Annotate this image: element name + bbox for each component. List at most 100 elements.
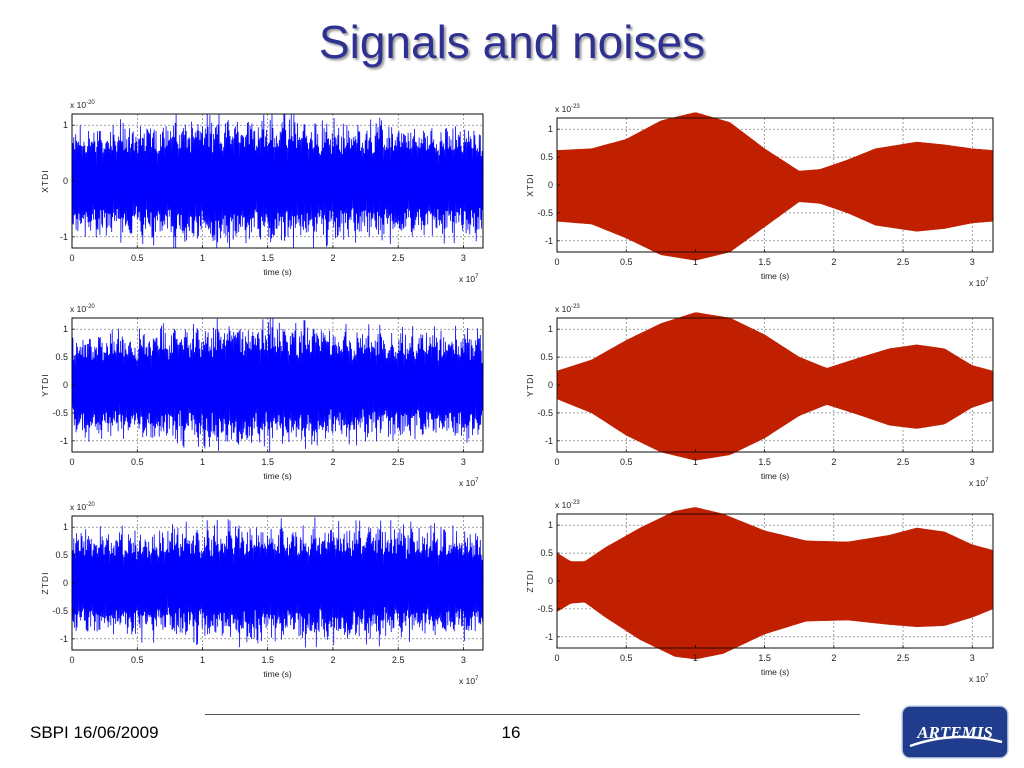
x-tick-label: 1.5	[261, 253, 274, 263]
x-tick-label: 3	[461, 457, 466, 467]
y-exponent-label: x 10-20	[70, 304, 95, 314]
x-tick-label: 0	[554, 457, 559, 467]
chart-ztdi-noise: 0 0.5 1 1.5 2 2.5 3 1 0.5 0 -0.5 -1 x 10-20 x 107 time…	[20, 490, 495, 698]
x-tick-label: 3	[461, 253, 466, 263]
footer-divider	[205, 714, 860, 715]
x-axis-label: time (s)	[263, 471, 292, 481]
x-tick-label: 2.5	[392, 253, 405, 263]
y-tick-label: 1	[63, 324, 68, 334]
chart-ytdi-signal: 0 0.5 1 1.5 2 2.5 3 1 0.5 0 -0.5 -1 x 10-23 x 107 time…	[505, 292, 1005, 500]
y-axis-label: ZTDI	[40, 572, 50, 595]
x-exponent-label: x 107	[969, 674, 989, 684]
y-tick-label: 0.5	[540, 152, 553, 162]
x-tick-label: 1	[693, 257, 698, 267]
chart-svg: 0 0.5 1 1.5 2 2.5 3 1 0.5 0 -0.5 -1 x 10-20 x 107 time…	[40, 502, 484, 686]
x-tick-label: 1.5	[758, 257, 771, 267]
series	[71, 517, 484, 648]
x-axis-label: time (s)	[761, 667, 790, 677]
y-exponent-label: x 10-23	[555, 104, 580, 114]
x-tick-label: 2	[831, 257, 836, 267]
x-tick-label: 1.5	[261, 655, 274, 665]
x-exponent-label: x 107	[459, 676, 479, 686]
y-tick-label: 0.5	[55, 352, 68, 362]
series	[71, 113, 484, 249]
x-tick-label: 0.5	[131, 457, 144, 467]
x-tick-label: 1	[693, 653, 698, 663]
x-axis-label: time (s)	[761, 471, 790, 481]
x-tick-label: 2	[330, 655, 335, 665]
footer-date: SBPI 16/06/2009	[30, 723, 159, 742]
logo-swoosh	[909, 735, 1003, 748]
y-tick-label: 0.5	[540, 548, 553, 558]
y-tick-label: -1	[545, 632, 553, 642]
y-tick-label: 1	[548, 520, 553, 530]
noise-trace	[71, 517, 484, 648]
x-axis-label: time (s)	[263, 669, 292, 679]
x-axis-label: time (s)	[761, 271, 790, 281]
y-tick-label: 1	[63, 522, 68, 532]
chart-svg: 0 0.5 1 1.5 2 2.5 3 1 0.5 0 -0.5 -1 x 10-20 x 107 time…	[40, 304, 484, 488]
x-axis-label: time (s)	[263, 267, 292, 277]
chart-ztdi-signal: 0 0.5 1 1.5 2 2.5 3 1 0.5 0 -0.5 -1 x 10-23 x 107 time…	[505, 488, 1005, 696]
y-tick-label: 1	[548, 124, 553, 134]
y-axis-label: XTDI	[40, 169, 50, 192]
y-tick-label: -1	[60, 436, 68, 446]
x-tick-label: 2	[330, 253, 335, 263]
x-tick-label: 3	[970, 257, 975, 267]
x-tick-label: 0.5	[131, 253, 144, 263]
y-tick-label: -1	[545, 236, 553, 246]
y-axis-label: YTDI	[525, 373, 535, 396]
x-tick-label: 0.5	[620, 257, 633, 267]
y-exponent-label: x 10-23	[555, 500, 580, 510]
y-tick-label: -0.5	[52, 408, 68, 418]
x-tick-label: 1	[200, 655, 205, 665]
artemis-logo: ARTEMIS	[900, 702, 1010, 762]
x-tick-label: 0	[554, 653, 559, 663]
x-exponent-label: x 107	[969, 478, 989, 488]
y-tick-label: 0	[63, 176, 68, 186]
noise-trace	[71, 317, 484, 452]
x-tick-label: 1.5	[758, 457, 771, 467]
x-tick-label: 1	[200, 253, 205, 263]
x-tick-label: 3	[461, 655, 466, 665]
chart-svg: 0 0.5 1 1.5 2 2.5 3 1 0 -1 x 10-20 x 107 time (s) XTD…	[40, 100, 484, 284]
slide-title: Signals and noises	[318, 16, 706, 68]
x-tick-label: 0	[69, 253, 74, 263]
x-tick-label: 2.5	[897, 457, 910, 467]
y-tick-label: -0.5	[537, 208, 553, 218]
x-tick-label: 2.5	[392, 655, 405, 665]
y-exponent-label: x 10-23	[555, 304, 580, 314]
x-tick-label: 3	[970, 653, 975, 663]
noise-trace	[71, 113, 484, 249]
x-exponent-label: x 107	[969, 278, 989, 288]
x-tick-label: 1.5	[261, 457, 274, 467]
chart-xtdi-noise: 0 0.5 1 1.5 2 2.5 3 1 0 -1 x 10-20 x 107 time (s) XTD…	[20, 88, 495, 296]
chart-ytdi-noise: 0 0.5 1 1.5 2 2.5 3 1 0.5 0 -0.5 -1 x 10-20 x 107 time…	[20, 292, 495, 500]
y-axis-label: YTDI	[40, 373, 50, 396]
x-tick-label: 0	[69, 457, 74, 467]
series	[71, 317, 484, 452]
x-tick-label: 1	[200, 457, 205, 467]
x-exponent-label: x 107	[459, 274, 479, 284]
chart-svg: 0 0.5 1 1.5 2 2.5 3 1 0.5 0 -0.5 -1 x 10-23 x 107 time…	[525, 304, 994, 488]
x-tick-label: 0	[69, 655, 74, 665]
y-tick-label: 0	[548, 576, 553, 586]
y-tick-label: 0	[63, 578, 68, 588]
chart-svg: 0 0.5 1 1.5 2 2.5 3 1 0.5 0 -0.5 -1 x 10-23 x 107 time…	[525, 104, 994, 288]
page-number: 16	[501, 723, 521, 742]
y-tick-label: 0.5	[540, 352, 553, 362]
y-tick-label: 0	[63, 380, 68, 390]
x-tick-label: 0.5	[131, 655, 144, 665]
y-axis-label: ZTDI	[525, 570, 535, 593]
y-tick-label: -0.5	[537, 604, 553, 614]
y-tick-label: 0	[548, 380, 553, 390]
x-tick-label: 2.5	[897, 653, 910, 663]
x-tick-label: 0	[554, 257, 559, 267]
y-tick-label: 0.5	[55, 550, 68, 560]
y-axis-label: XTDI	[525, 173, 535, 196]
y-tick-label: -1	[60, 232, 68, 242]
y-tick-label: 0	[548, 180, 553, 190]
logo-text: ARTEMIS	[916, 723, 993, 742]
x-tick-label: 0.5	[620, 653, 633, 663]
y-tick-label: 1	[548, 324, 553, 334]
